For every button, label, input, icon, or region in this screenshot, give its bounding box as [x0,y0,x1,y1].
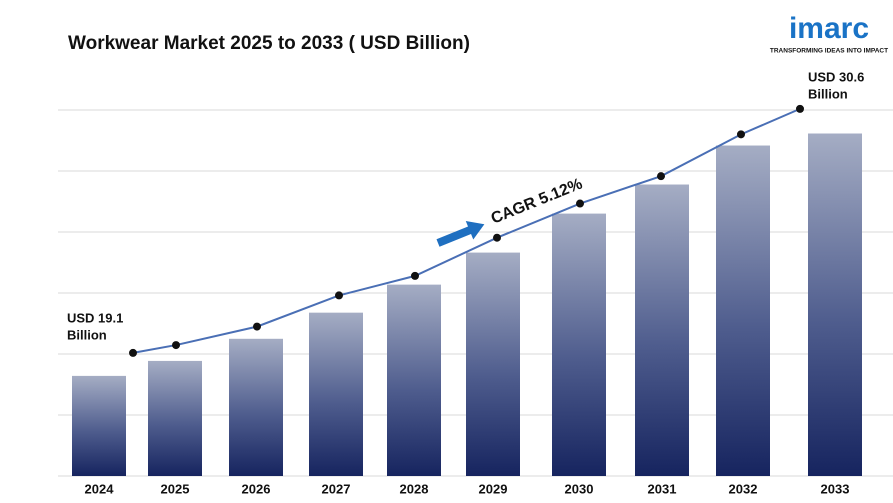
bar [808,133,862,476]
line-point [737,130,745,139]
x-tick-label: 2024 [85,481,115,496]
annotation-start: Billion [67,327,107,342]
x-tick-label: 2030 [565,481,594,496]
x-tick-label: 2033 [821,481,850,496]
x-tick-label: 2031 [648,481,677,496]
line-point [172,341,180,350]
annotation-end: USD 30.6 [808,69,864,84]
bar [309,312,363,476]
logo: imarc TRANSFORMING IDEAS INTO IMPACT [770,12,888,55]
x-tick-label: 2029 [479,481,508,496]
line-point [796,104,804,113]
bars [72,133,862,477]
bar [552,213,606,477]
line-point [129,348,137,357]
x-tick-label: 2027 [322,481,351,496]
x-tick-label: 2032 [729,481,758,496]
bar [148,360,202,476]
cagr-arrow [436,220,485,247]
x-tick-label: 2026 [242,481,271,496]
bar [387,284,441,476]
line-point [253,322,261,331]
logo-tagline: TRANSFORMING IDEAS INTO IMPACT [770,48,888,55]
chart-title: Workwear Market 2025 to 2033 ( USD Billi… [68,33,470,54]
line-layer [129,104,804,357]
bar [635,184,689,476]
bar [466,252,520,476]
line-point [411,271,419,280]
line-point [493,233,501,242]
line [132,107,801,354]
line-point [657,172,665,181]
line-point [335,291,343,300]
logo-name: imarc [789,12,869,45]
x-tick-label: 2028 [400,481,429,496]
annotation-start: USD 19.1 [67,310,123,325]
bar [229,338,283,476]
annotation-end: Billion [808,86,848,101]
bar [72,375,126,476]
line-point [576,199,584,208]
x-tick-label: 2025 [161,481,190,496]
bar [716,145,770,476]
